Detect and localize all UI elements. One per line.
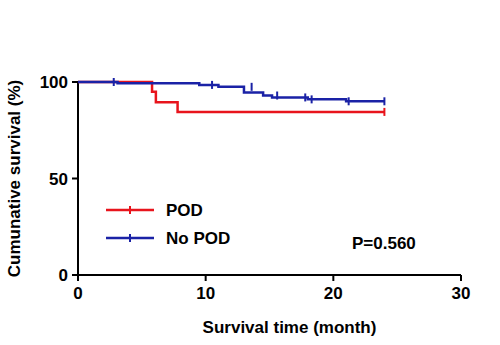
survival-line (78, 82, 384, 101)
legend-swatch-tick (129, 234, 131, 242)
legend-label: No POD (166, 229, 230, 248)
y-tick (72, 178, 78, 180)
censor-mark (276, 92, 278, 100)
censor-mark (311, 95, 313, 103)
x-tick (460, 275, 462, 281)
annotation: P=0.560 (352, 234, 416, 253)
y-tick-label: 50 (49, 170, 68, 189)
plot-area (78, 78, 384, 116)
x-tick (332, 275, 334, 281)
y-axis-label: Cumunative survival (%) (5, 80, 24, 277)
survival-line (78, 82, 384, 112)
y-tick (72, 81, 78, 83)
x-tick-label: 20 (324, 284, 343, 303)
censor-mark (383, 108, 385, 116)
y-tick-label: 0 (59, 266, 68, 285)
y-tick (72, 274, 78, 276)
censor-mark (383, 97, 385, 105)
x-axis-label: Survival time (month) (203, 318, 377, 337)
x-axis (78, 274, 461, 276)
legend-swatch-tick (129, 206, 131, 214)
censor-mark (211, 81, 213, 89)
x-tick-label: 10 (196, 284, 215, 303)
x-tick (205, 275, 207, 281)
censor-mark (348, 97, 350, 105)
x-tick-label: 0 (73, 284, 82, 303)
censor-mark (304, 93, 306, 101)
censor-mark (251, 83, 253, 91)
censor-mark (113, 78, 115, 86)
chart: 0 10 20 30 0 50 100 Survival time (month) Cumuna… (0, 0, 500, 345)
x-tick-label: 30 (452, 284, 471, 303)
y-tick-label: 100 (40, 73, 68, 92)
legend-label: POD (166, 201, 203, 220)
